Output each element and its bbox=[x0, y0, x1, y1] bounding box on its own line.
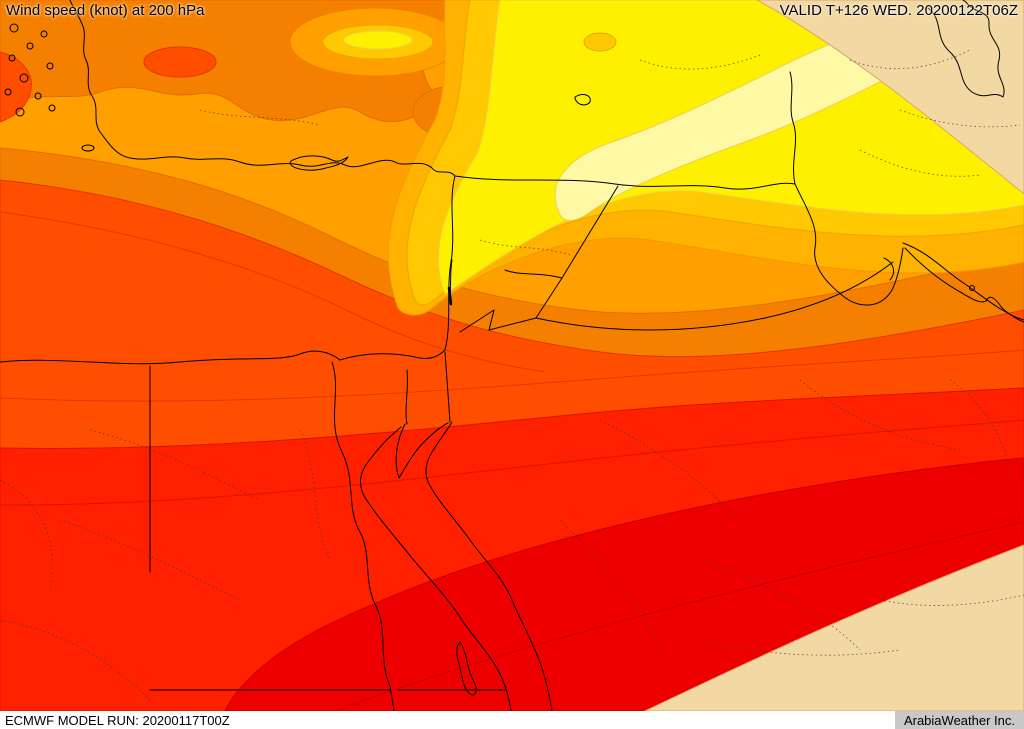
footer-bar: ECMWF MODEL RUN: 20200117T00Z ArabiaWeat… bbox=[0, 711, 1024, 729]
lake-nasser bbox=[456, 641, 477, 696]
model-run-label: ECMWF MODEL RUN: 20200117T00Z bbox=[0, 711, 895, 729]
band-cream-bottom-right bbox=[644, 544, 1024, 711]
turkey-syria-iraq-border bbox=[454, 175, 796, 190]
egypt-israel-border bbox=[444, 351, 451, 423]
patch-red-orange-topleft bbox=[143, 46, 217, 78]
admin-boundaries bbox=[0, 49, 1024, 701]
patch-yellow-top-center bbox=[343, 30, 413, 50]
egypt-red-sea-coast bbox=[360, 426, 512, 711]
arabia-red-sea-coast bbox=[425, 421, 553, 711]
rhodes-island bbox=[81, 144, 95, 152]
persian-gulf-north-shore bbox=[902, 242, 1024, 321]
persian-gulf-south-shore bbox=[904, 247, 1024, 323]
map-canvas bbox=[0, 0, 1024, 711]
cyprus-island bbox=[289, 155, 349, 171]
lake-van bbox=[574, 94, 591, 106]
attribution-label: ArabiaWeather Inc. bbox=[894, 711, 1024, 729]
extra-contour-lines bbox=[0, 211, 1024, 711]
kuwait-border bbox=[883, 257, 895, 281]
mediterranean-levant-anatolia-coast bbox=[0, 0, 456, 365]
country-borders bbox=[149, 71, 904, 691]
patch-gold-in-yellow bbox=[583, 32, 617, 52]
valid-time-label: VALID T+126 WED. 20200122T06Z bbox=[779, 2, 1018, 19]
syria-jordan-border bbox=[504, 269, 563, 279]
caspian-sea-corner bbox=[927, 0, 1005, 98]
dead-sea bbox=[447, 286, 453, 306]
patch-red-orange-left-edge bbox=[0, 51, 32, 123]
wind-speed-map bbox=[0, 0, 1024, 711]
sinai-peninsula bbox=[395, 422, 449, 479]
coastlines bbox=[0, 0, 1024, 711]
bahrain-island bbox=[969, 285, 975, 291]
suez-canal bbox=[405, 369, 408, 425]
turkey-iran-border bbox=[789, 71, 797, 185]
nile-river bbox=[331, 361, 395, 711]
band-cream-top-right bbox=[756, 0, 1024, 195]
iraq-saudi-border bbox=[535, 261, 894, 331]
jordan-saudi-zigzag-border bbox=[459, 309, 537, 333]
iran-iraq-border bbox=[794, 183, 904, 306]
map-title: Wind speed (knot) at 200 hPa bbox=[6, 2, 205, 19]
